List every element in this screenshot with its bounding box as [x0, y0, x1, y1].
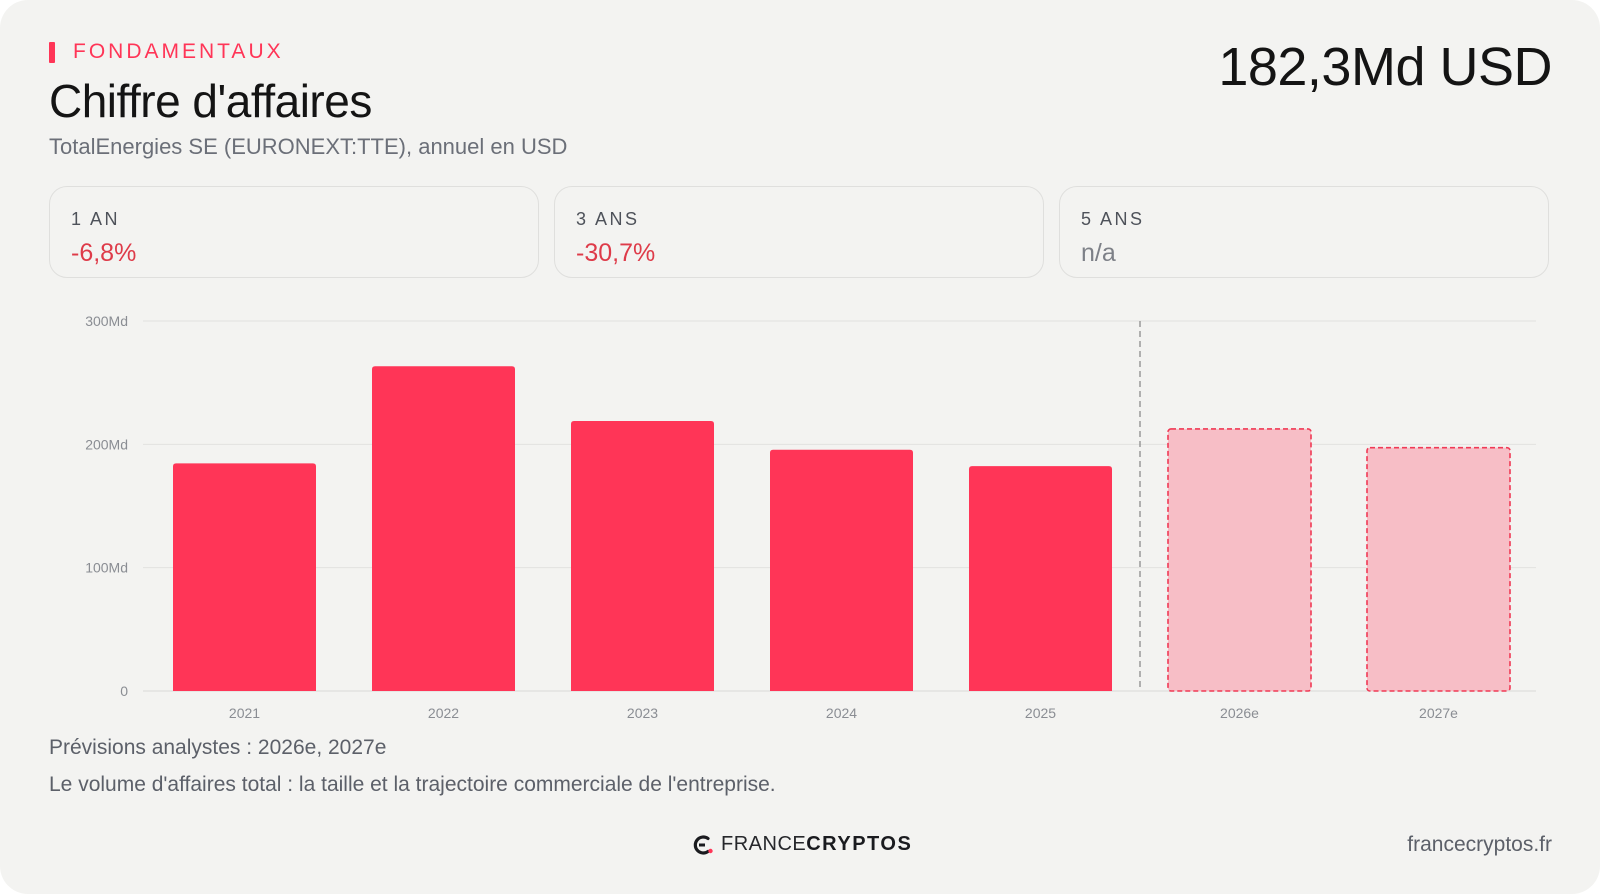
bar-2025: [969, 466, 1112, 691]
stat-value: -30,7%: [576, 239, 656, 267]
stat-value: -6,8%: [71, 239, 137, 267]
bar-2024: [770, 449, 913, 691]
stat-label: 5 ANS: [1081, 209, 1145, 229]
forecast-note: Prévisions analystes : 2026e, 2027e: [49, 736, 387, 759]
x-tick-label: 2023: [627, 705, 658, 721]
stat-card-3y: 3 ANS -30,7%: [554, 186, 1044, 278]
headline-value: 182,3Md USD: [1218, 37, 1552, 97]
page-title: Chiffre d'affaires: [49, 75, 372, 127]
kicker-accent-bar: [49, 41, 55, 63]
kicker-label: FONDAMENTAUX: [73, 40, 284, 63]
brand-name-part2: CRYPTOS: [806, 833, 913, 855]
bar-2023: [571, 421, 714, 691]
stat-label: 1 AN: [71, 209, 121, 229]
x-tick-label: 2021: [229, 705, 260, 721]
stat-value: n/a: [1081, 239, 1116, 267]
x-tick-label: 2025: [1025, 705, 1056, 721]
stat-label: 3 ANS: [576, 209, 640, 229]
x-tick-label: 2026e: [1220, 705, 1259, 721]
francecryptos-logo-icon: [693, 834, 713, 855]
x-tick-label: 2027e: [1419, 705, 1458, 721]
y-tick-label: 200Md: [85, 436, 128, 452]
y-tick-label: 300Md: [85, 313, 128, 329]
bar-2022: [372, 366, 515, 691]
revenue-bar-chart: 0 100Md 200Md 300Md 2021 2022 2023 2024 2025 2026…: [85, 313, 1536, 721]
x-tick-label: 2024: [826, 705, 857, 721]
section-kicker: FONDAMENTAUX: [49, 40, 284, 64]
bar-2021: [173, 463, 316, 691]
page-subtitle: TotalEnergies SE (EURONEXT:TTE), annuel …: [49, 134, 568, 159]
y-tick-label: 0: [120, 683, 128, 699]
y-tick-label: 100Md: [85, 560, 128, 576]
description-note: Le volume d'affaires total : la taille e…: [49, 773, 776, 796]
bar-2027e: [1366, 446, 1511, 692]
site-url: francecryptos.fr: [1407, 833, 1552, 856]
stat-card-1y: 1 AN -6,8%: [49, 186, 539, 278]
x-tick-label: 2022: [428, 705, 459, 721]
bar-2026e: [1167, 428, 1312, 692]
brand-logo: FRANCE CRYPTOS: [693, 833, 912, 856]
stat-card-5y: 5 ANS n/a: [1059, 186, 1549, 278]
brand-name-part1: FRANCE: [721, 833, 807, 855]
